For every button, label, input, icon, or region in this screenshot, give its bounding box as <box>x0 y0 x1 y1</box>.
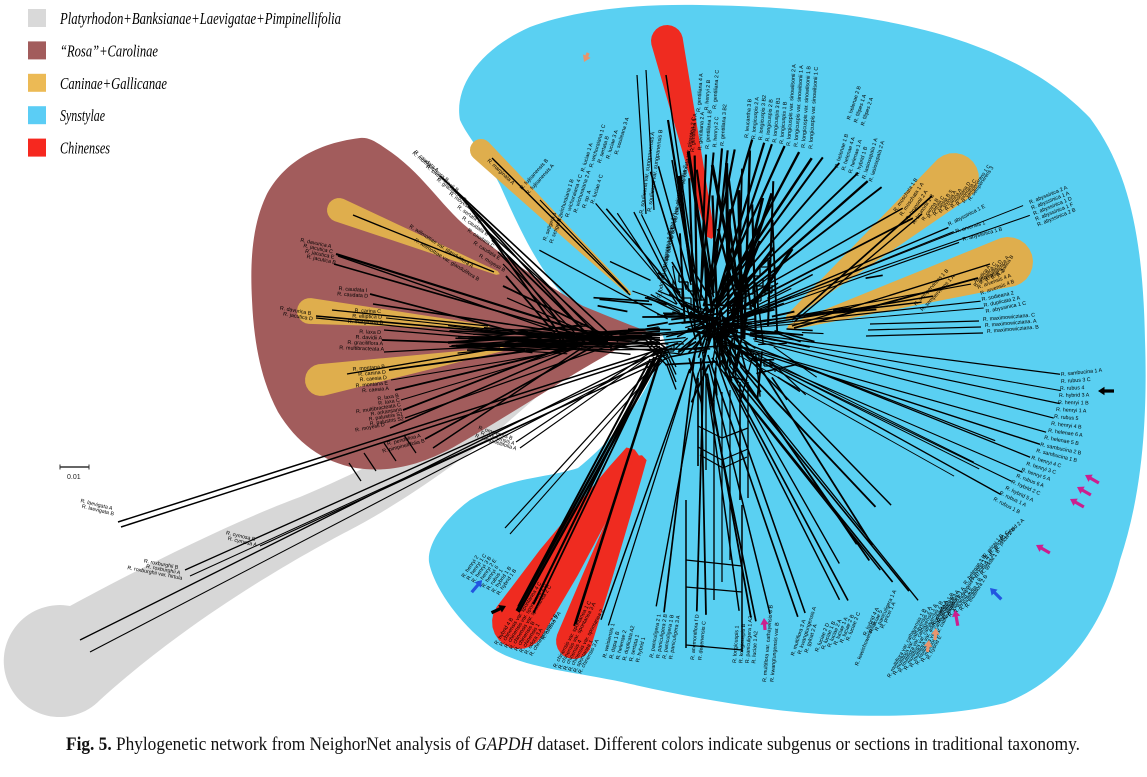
svg-text:R. henryi 1 B: R. henryi 1 B <box>1058 400 1089 407</box>
svg-text:Chinenses: Chinenses <box>60 139 110 158</box>
svg-text:R. davidii A: R. davidii A <box>355 335 382 342</box>
svg-text:R. longicuspis var. sinowilson: R. longicuspis var. sinowilsonii 1 C <box>808 66 820 149</box>
svg-text:R. deqenensis C: R. deqenensis C <box>698 621 708 661</box>
svg-text:R. jacutica D: R. jacutica D <box>283 311 314 322</box>
svg-text:Caninae+Gallicanae: Caninae+Gallicanae <box>60 74 167 93</box>
svg-text:R. graciliflora A: R. graciliflora A <box>347 340 383 347</box>
svg-text:R. henryi 2 B: R. henryi 2 B <box>704 79 712 110</box>
svg-text:R. longicuspis 1 B: R. longicuspis 1 B <box>779 101 789 144</box>
svg-text:R. longicuspis 3 B1: R. longicuspis 3 B1 <box>772 97 782 143</box>
svg-text:R. rubus 5: R. rubus 5 <box>1054 414 1079 422</box>
svg-text:R. leucantha 3 B: R. leucantha 3 B <box>744 98 753 138</box>
svg-text:R. caesia A: R. caesia A <box>362 386 390 394</box>
svg-text:R. arkansana: R. arkansana <box>370 407 402 418</box>
svg-text:R. longicuspis 3 B2: R. longicuspis 3 B2 <box>758 95 768 141</box>
svg-text:R. kwangtungensis var. B: R. kwangtungensis var. B <box>770 622 781 683</box>
svg-text:R. gentiliana 3 B2: R. gentiliana 3 B2 <box>720 104 729 146</box>
svg-text:R. gentiliana 1 A: R. gentiliana 1 A <box>690 113 699 152</box>
svg-text:R. caudata I: R. caudata I <box>338 286 367 294</box>
svg-text:R. montana B: R. montana B <box>352 364 385 373</box>
svg-text:R. luciae 1 A2: R. luciae 1 A2 <box>751 631 759 664</box>
svg-text:R. lucidissima 2: R. lucidissima 2 <box>677 165 689 203</box>
svg-text:R. multibracteata A: R. multibracteata A <box>339 345 384 353</box>
svg-text:R. moyesii D: R. moyesii D <box>355 422 386 434</box>
svg-text:R. paniculigera 1 A2: R. paniculigera 1 A2 <box>745 616 754 664</box>
svg-text:R. sambucina 1 A: R. sambucina 1 A <box>1061 368 1103 378</box>
svg-text:R. maximowicziana. B: R. maximowicziana. B <box>987 324 1040 335</box>
svg-text:R. henryi 4 B: R. henryi 4 B <box>1051 421 1083 431</box>
svg-text:R. rubus 3 C: R. rubus 3 C <box>1061 377 1091 385</box>
svg-text:R. davurica B: R. davurica B <box>279 306 312 318</box>
svg-text:R. longicuspis 1: R. longicuspis 1 <box>732 625 741 663</box>
svg-text:R. rubus 4: R. rubus 4 <box>1060 385 1085 392</box>
svg-text:R. maximowicziana. A: R. maximowicziana. A <box>985 318 1038 329</box>
svg-text:R. palustris S1: R. palustris S1 <box>368 411 403 422</box>
svg-text:R. longicuspis var. sinowilson: R. longicuspis var. sinowilsonii 2 A <box>786 64 798 146</box>
svg-text:R. laxa D: R. laxa D <box>359 329 381 336</box>
svg-text:R. odorata 2 C: R. odorata 2 C <box>665 225 676 261</box>
svg-text:R. longicuspis var. sinowilson: R. longicuspis var. sinowilsonii 1 A <box>793 65 805 147</box>
svg-text:R. maximowicziana. C: R. maximowicziana. C <box>983 312 1036 323</box>
svg-text:R. longicuspis 2 A: R. longicuspis 2 A <box>751 96 761 139</box>
svg-text:Fig. 5. Phylogenetic network f: Fig. 5. Phylogenetic network from Neigho… <box>66 734 1080 755</box>
svg-text:R. elliptica D: R. elliptica D <box>352 314 382 321</box>
svg-text:R. carina C: R. carina C <box>354 308 381 315</box>
svg-text:R. kongicuspis B: R. kongicuspis B <box>738 623 747 663</box>
svg-text:R. gentiliana 4 A: R. gentiliana 4 A <box>696 73 705 112</box>
svg-text:R. gentiliana 1 B: R. gentiliana 1 B <box>705 109 714 149</box>
svg-text:R. laxa C: R. laxa C <box>378 398 401 407</box>
svg-text:R. palustris S2: R. palustris S2 <box>369 416 404 427</box>
svg-text:Synstylae: Synstylae <box>60 106 105 125</box>
svg-text:R. henryi 1 A: R. henryi 1 A <box>1056 407 1087 415</box>
svg-text:R. henryi 2 C: R. henryi 2 C <box>712 116 720 147</box>
svg-text:R. marginata B: R. marginata B <box>348 319 384 326</box>
svg-text:R. caesia D: R. caesia D <box>359 375 387 383</box>
svg-text:R. gentiliana 2 A: R. gentiliana 2 A <box>697 111 706 150</box>
svg-text:R. anemoniflora f D: R. anemoniflora f D <box>690 614 701 660</box>
svg-text:Platyrhodon+Banksianae+Laeviga: Platyrhodon+Banksianae+Laevigatae+Pimpin… <box>59 9 341 28</box>
svg-text:R. caudata D: R. caudata D <box>337 291 368 299</box>
svg-text:R. helenae 6 A: R. helenae 6 A <box>1048 428 1084 439</box>
svg-text:R. hybrid 3 A: R. hybrid 3 A <box>1059 392 1090 399</box>
svg-text:R. montana E: R. montana E <box>355 380 388 389</box>
svg-text:0.01: 0.01 <box>67 474 81 481</box>
svg-text:R. longicuspis var. sinowilson: R. longicuspis var. sinowilsonii 1 B <box>801 65 813 148</box>
svg-text:R. laxa B: R. laxa B <box>377 393 400 402</box>
svg-text:R. longicuspis 2 B: R. longicuspis 2 B <box>765 99 775 142</box>
svg-text:R. gentiliana 2 C: R. gentiliana 2 C <box>712 69 721 109</box>
svg-text:R. sp. A: R. sp. A <box>581 189 593 209</box>
svg-text:R. canina D: R. canina D <box>358 370 386 378</box>
svg-text:“Rosa”+Carolinae: “Rosa”+Carolinae <box>60 41 158 60</box>
